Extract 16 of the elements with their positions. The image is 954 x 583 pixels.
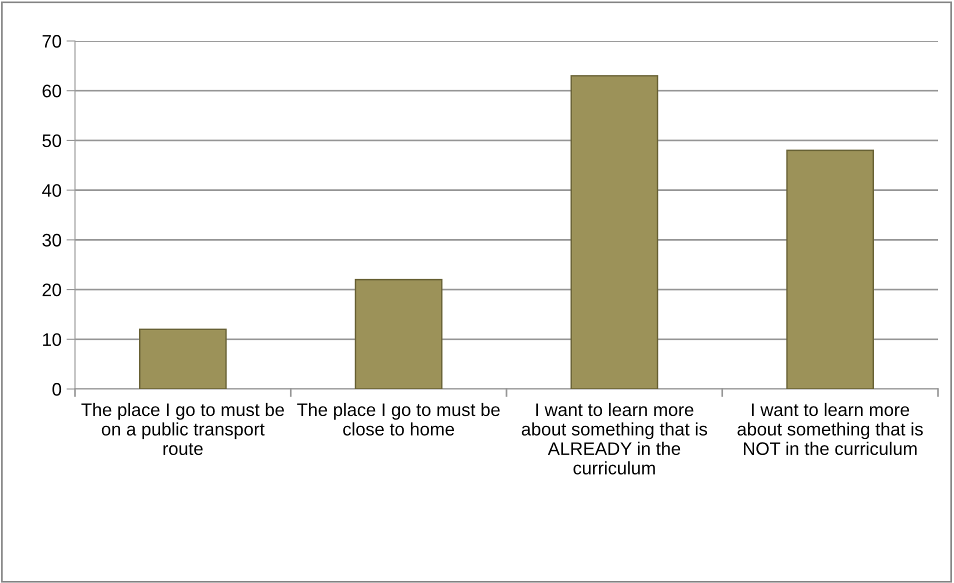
bar	[354, 278, 442, 389]
bar	[786, 150, 874, 389]
x-tick-label: I want to learn more about something that is ALREADY in the curriculum	[522, 402, 708, 474]
y-tick-label: 50	[42, 134, 62, 148]
y-tick-label: 0	[52, 382, 62, 396]
y-tick-label: 60	[42, 84, 62, 98]
x-tick-label: The place I go to must be on a public transport route	[81, 402, 284, 456]
x-tick-label: The place I go to must be close to home	[297, 402, 500, 436]
bar	[570, 75, 658, 389]
bar	[139, 328, 227, 389]
y-tick-label: 30	[42, 234, 62, 247]
y-tick-label: 70	[42, 34, 62, 48]
x-tick-label: I want to learn more about something that is NOT in the curriculum	[738, 402, 923, 456]
y-tick-label: 40	[42, 184, 62, 197]
y-tick-label: 10	[43, 333, 62, 346]
y-tick-label: 20	[42, 284, 62, 296]
